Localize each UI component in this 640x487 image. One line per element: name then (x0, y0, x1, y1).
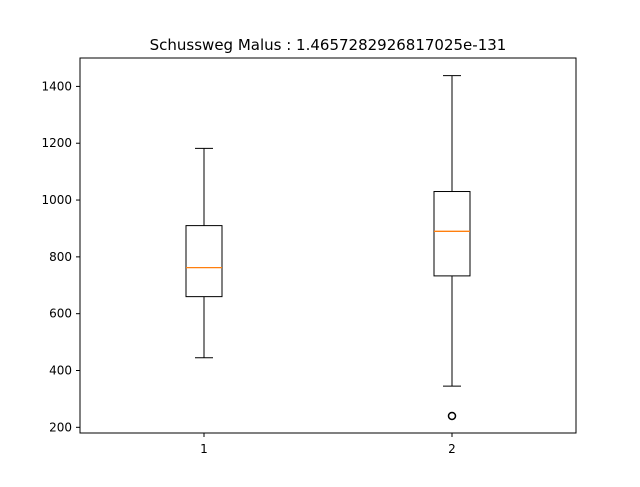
x-tick-label: 2 (448, 442, 456, 456)
y-tick-label: 200 (49, 420, 72, 434)
x-tick-label: 1 (200, 442, 208, 456)
box (185, 225, 223, 298)
y-axis: 200 400 600 800 1000 1200 1400 (41, 79, 80, 434)
y-tick-label: 400 (49, 364, 72, 378)
box-series (185, 75, 471, 421)
y-tick-label: 1200 (41, 136, 72, 150)
y-tick-label: 1400 (41, 79, 72, 93)
outlier-point (447, 411, 457, 421)
y-tick-label: 800 (49, 250, 72, 264)
chart-title: Schussweg Malus : 1.4657282926817025e-13… (150, 36, 507, 54)
y-tick-label: 600 (49, 307, 72, 321)
plot-area (79, 57, 577, 434)
box-group (185, 147, 223, 359)
box (433, 191, 471, 277)
y-tick-label: 1000 (41, 193, 72, 207)
box-group (433, 75, 471, 421)
